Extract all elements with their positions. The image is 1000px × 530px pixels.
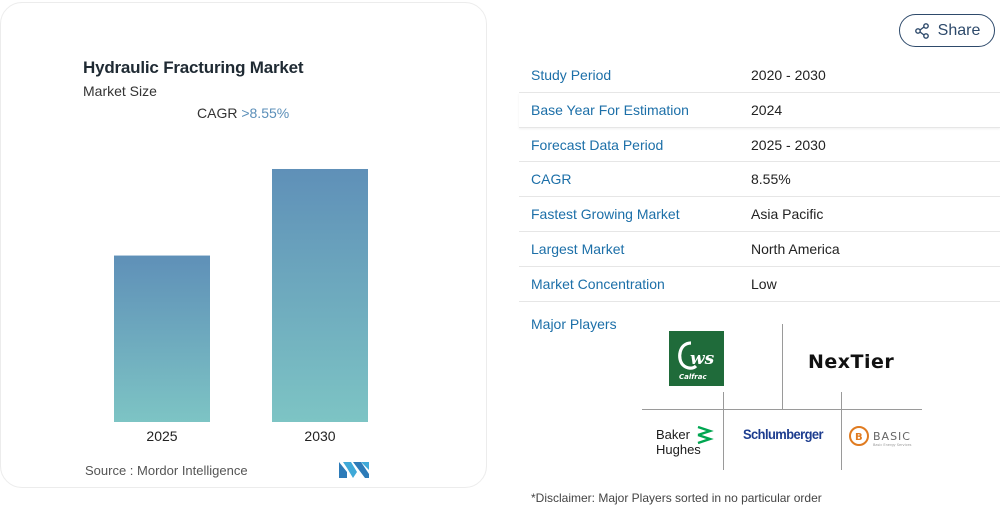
info-key: Forecast Data Period — [531, 136, 664, 153]
bar-chart: 2025 2030 — [114, 168, 368, 444]
x-tick-label: 2025 — [146, 428, 177, 444]
chart-source: Source : Mordor Intelligence — [85, 463, 248, 478]
cagr-label: CAGR — [197, 105, 238, 121]
svg-text:B: B — [855, 432, 863, 443]
baker-wordmark: Baker — [656, 427, 691, 442]
hughes-wordmark: Hughes — [656, 442, 701, 457]
info-key: Fastest Growing Market — [531, 206, 680, 223]
cagr-line: CAGR >8.55% — [197, 105, 289, 121]
calfrac-wordmark: Calfrac — [679, 373, 707, 381]
svg-text:ws: ws — [690, 349, 715, 369]
info-row-study-period: Study Period 2020 - 2030 — [519, 58, 1000, 93]
info-row-base-year: Base Year For Estimation 2024 — [519, 93, 1000, 128]
info-row-forecast-period: Forecast Data Period 2025 - 2030 — [519, 128, 1000, 163]
major-players-label: Major Players — [531, 316, 617, 332]
share-button[interactable]: Share — [899, 14, 995, 47]
info-row-largest-market: Largest Market North America — [519, 232, 1000, 267]
chart-card — [0, 2, 487, 488]
nextier-wordmark: NexTier — [808, 351, 894, 373]
info-key: Market Concentration — [531, 275, 665, 292]
info-value: 2025 - 2030 — [751, 136, 826, 153]
schlumberger-logo: Schlumberger — [743, 426, 825, 442]
nextier-logo: NexTier — [808, 351, 894, 373]
info-key: Base Year For Estimation — [531, 101, 689, 118]
players-divider — [841, 392, 842, 470]
info-key: Largest Market — [531, 240, 625, 257]
players-divider — [642, 409, 922, 410]
mordor-intelligence-logo — [339, 462, 369, 478]
calfrac-logo: ws Calfrac — [669, 331, 724, 386]
schlumberger-wordmark: Schlumberger — [743, 426, 824, 442]
info-row-cagr: CAGR 8.55% — [519, 162, 1000, 198]
info-value: 2024 — [751, 101, 783, 118]
info-value: 8.55% — [751, 171, 791, 188]
chart-subtitle: Market Size — [83, 83, 157, 99]
players-divider — [782, 324, 783, 410]
share-label: Share — [937, 21, 981, 39]
bar-2025 — [114, 255, 210, 422]
chart-title: Hydraulic Fracturing Market — [83, 58, 304, 77]
disclaimer-text: *Disclaimer: Major Players sorted in no … — [531, 491, 822, 505]
info-value: Asia Pacific — [751, 206, 824, 223]
info-row-concentration: Market Concentration Low — [519, 267, 1000, 302]
basic-energy-logo: B BASIC Basic Energy Services — [849, 426, 912, 447]
svg-text:BASIC: BASIC — [873, 430, 911, 443]
cagr-value: >8.55% — [241, 105, 290, 121]
share-icon — [914, 22, 929, 39]
players-divider — [723, 392, 724, 470]
info-row-fastest-growing: Fastest Growing Market Asia Pacific — [519, 197, 1000, 232]
info-value: Low — [751, 275, 777, 292]
basic-energy-wordmark: Basic Energy Services — [873, 443, 912, 447]
info-key: CAGR — [531, 171, 572, 188]
x-tick-label: 2030 — [304, 428, 335, 444]
info-key: Study Period — [531, 67, 612, 83]
bar-2030 — [272, 168, 368, 422]
info-value: North America — [751, 240, 840, 257]
baker-hughes-logo: Baker Hughes — [656, 423, 718, 459]
info-value: 2020 - 2030 — [751, 67, 826, 83]
market-info-table: Study Period 2020 - 2030 Base Year For E… — [519, 58, 1000, 302]
